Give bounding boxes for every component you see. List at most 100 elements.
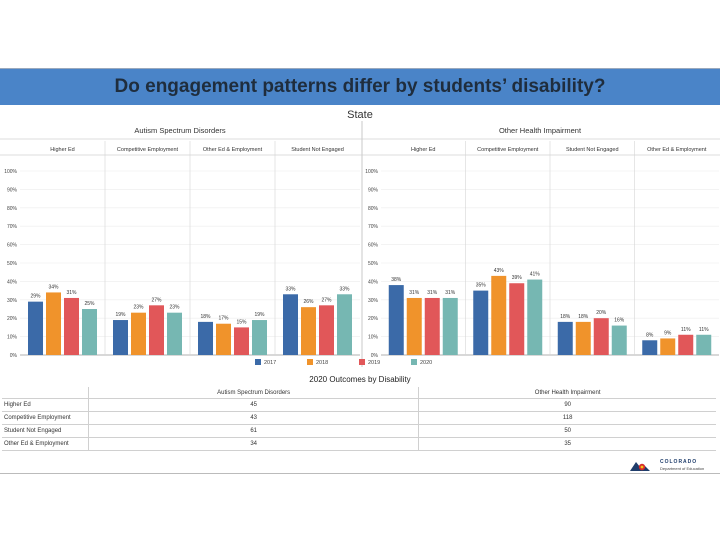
cell-value: 50 (418, 424, 716, 438)
engagement-chart: Autism Spectrum Disorders Other Health Im… (0, 121, 720, 367)
bar-2019 (234, 327, 249, 355)
bar-value-label: 29% (30, 294, 41, 300)
bar-value-label: 33% (339, 286, 350, 292)
bar-2020 (611, 325, 627, 355)
row-label: Competitive Employment (2, 411, 89, 425)
bar-2018 (301, 307, 316, 355)
bar-2020 (337, 294, 352, 355)
bar-value-label: 18% (200, 314, 211, 320)
y-tick-label: 80% (7, 206, 18, 212)
bar-value-label: 35% (476, 283, 487, 289)
y-tick-label: 20% (7, 316, 18, 322)
bar-2017 (642, 340, 658, 355)
y-tick-label: 50% (7, 261, 18, 267)
outcomes-table: Autism Spectrum Disorders Other Health I… (2, 387, 716, 451)
bar-value-label: 38% (391, 277, 402, 283)
category-label: Other Ed & Employment (647, 147, 707, 153)
bar-2017 (557, 321, 573, 355)
bar-2018 (131, 312, 146, 355)
bar-value-label: 31% (66, 290, 77, 296)
cell-value: 45 (87, 398, 419, 412)
legend-swatch-2017 (255, 359, 261, 365)
y-tick-label: 90% (368, 187, 379, 193)
bar-value-label: 11% (699, 327, 709, 333)
bar-2020 (82, 309, 97, 355)
y-tick-label: 10% (368, 335, 379, 341)
bar-2019 (593, 318, 609, 355)
bar-2018 (660, 338, 676, 355)
bar-value-label: 11% (681, 327, 691, 333)
legend-label: 2018 (316, 360, 328, 366)
y-tick-label: 90% (7, 187, 18, 193)
bar-2017 (198, 321, 213, 355)
category-label: Higher Ed (50, 147, 74, 153)
bar-2019 (319, 305, 334, 355)
bar-value-label: 23% (133, 305, 144, 311)
bar-2017 (113, 320, 128, 355)
y-tick-label: 50% (368, 261, 379, 267)
cell-value: 90 (418, 398, 716, 412)
y-tick-label: 0% (10, 353, 18, 359)
table-col-header: Autism Spectrum Disorders (87, 387, 419, 399)
bar-2018 (575, 321, 591, 355)
bar-2020 (527, 279, 543, 355)
y-tick-label: 80% (368, 206, 379, 212)
bar-value-label: 23% (169, 305, 180, 311)
bar-2020 (167, 312, 182, 355)
bar-value-label: 18% (560, 314, 571, 320)
y-tick-label: 70% (7, 224, 18, 230)
cell-value: 118 (418, 411, 716, 425)
colorado-logo-icon (630, 462, 650, 471)
bar-2019 (64, 297, 79, 355)
bar-2018 (491, 275, 507, 355)
panel-title-autism: Autism Spectrum Disorders (134, 126, 226, 135)
bar-value-label: 31% (445, 290, 456, 296)
cell-value: 35 (418, 437, 716, 451)
bar-2017 (283, 294, 298, 355)
row-label: Student Not Engaged (2, 424, 89, 438)
y-tick-label: 100% (4, 169, 17, 175)
bar-value-label: 31% (427, 290, 438, 296)
slide-title: Do engagement patterns differ by student… (114, 76, 606, 97)
bar-value-label: 16% (614, 318, 625, 324)
y-tick-label: 40% (7, 279, 18, 285)
bar-value-label: 41% (530, 272, 541, 278)
table-row: Student Not Engaged 61 50 (2, 424, 716, 438)
legend-swatch-2020 (411, 359, 417, 365)
bar-2020 (252, 320, 267, 355)
bar-2018 (406, 297, 422, 355)
bar-2020 (696, 334, 712, 355)
state-label: State (347, 109, 373, 121)
logo-dept: Department of Education (660, 466, 705, 471)
title-banner: Do engagement patterns differ by student… (0, 69, 720, 105)
row-label: Higher Ed (2, 398, 89, 412)
bar-2019 (509, 283, 525, 355)
slide: Do engagement patterns differ by student… (0, 68, 720, 474)
category-label: Student Not Engaged (291, 147, 344, 153)
bar-value-label: 18% (578, 314, 589, 320)
bar-value-label: 39% (512, 275, 523, 281)
bar-value-label: 34% (48, 284, 59, 290)
row-label: Other Ed & Employment (2, 437, 89, 451)
bar-value-label: 15% (236, 319, 247, 325)
bar-value-label: 33% (285, 286, 296, 292)
bar-2018 (46, 292, 61, 355)
bar-value-label: 31% (409, 290, 420, 296)
table-header-row: Autism Spectrum Disorders Other Health I… (2, 387, 716, 399)
bar-value-label: 27% (321, 297, 332, 303)
legend-swatch-2019 (359, 359, 365, 365)
cell-value: 34 (87, 437, 419, 451)
bar-2019 (678, 334, 694, 355)
bar-value-label: 27% (151, 297, 162, 303)
y-tick-label: 40% (368, 279, 379, 285)
bar-value-label: 43% (494, 268, 505, 274)
bar-2019 (149, 305, 164, 355)
cde-logo: COLORADO Department of Education (628, 459, 712, 473)
outcomes-table-title: 2020 Outcomes by Disability (309, 375, 411, 384)
legend-swatch-2018 (307, 359, 313, 365)
y-tick-label: 10% (7, 335, 18, 341)
bar-value-label: 20% (596, 310, 607, 316)
category-label: Competitive Employment (117, 147, 179, 153)
y-tick-label: 60% (7, 243, 18, 249)
bar-value-label: 19% (115, 312, 126, 318)
